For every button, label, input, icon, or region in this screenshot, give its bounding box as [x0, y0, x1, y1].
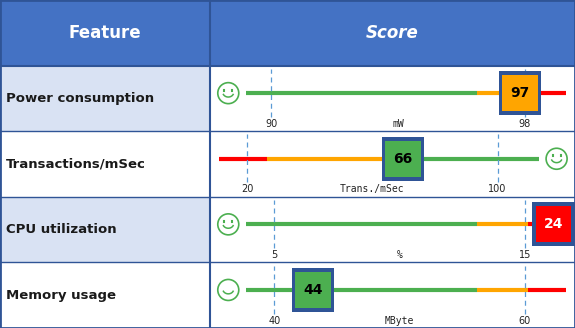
Bar [385, 141, 421, 177]
Text: CPU utilization: CPU utilization [6, 223, 116, 236]
Bar [532, 202, 575, 246]
Text: 66: 66 [393, 152, 413, 166]
Text: 90: 90 [265, 119, 277, 129]
Bar [0, 197, 210, 262]
Text: 60: 60 [519, 316, 531, 325]
Bar [0, 262, 210, 328]
Text: Trans./mSec: Trans./mSec [340, 184, 405, 194]
Bar [210, 197, 575, 262]
Text: 20: 20 [241, 184, 254, 194]
Text: 15: 15 [519, 250, 531, 260]
Bar [0, 131, 210, 197]
Bar [382, 137, 424, 181]
Bar [210, 66, 575, 131]
Text: %: % [397, 250, 402, 260]
Text: 97: 97 [510, 86, 530, 100]
Bar [295, 272, 331, 308]
Bar [499, 71, 541, 115]
Text: 100: 100 [488, 184, 507, 194]
Text: Transactions/mSec: Transactions/mSec [6, 157, 145, 171]
Text: 44: 44 [303, 283, 323, 297]
Bar [292, 268, 334, 312]
Bar [210, 262, 575, 328]
Text: Feature: Feature [68, 24, 141, 42]
Text: MByte: MByte [385, 316, 414, 325]
Bar [536, 206, 572, 242]
Bar [0, 66, 210, 131]
Bar [0, 0, 575, 66]
Bar [210, 131, 575, 197]
Text: 98: 98 [519, 119, 531, 129]
Text: mW: mW [392, 119, 404, 129]
Text: Score: Score [366, 24, 419, 42]
Text: 24: 24 [544, 217, 564, 231]
Bar [502, 75, 538, 111]
Text: 5: 5 [271, 250, 278, 260]
Text: Power consumption: Power consumption [6, 92, 154, 105]
Text: Memory usage: Memory usage [6, 289, 116, 302]
Text: 40: 40 [269, 316, 281, 325]
